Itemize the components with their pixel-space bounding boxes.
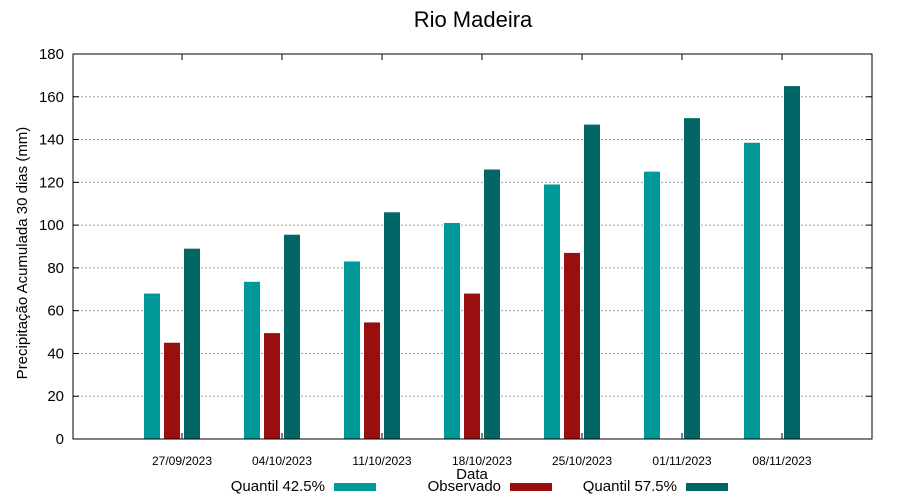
gridlines [73, 96, 872, 397]
bar-quantil-57-5-6 [784, 86, 800, 439]
bar-quantil-57-5-3 [484, 169, 500, 439]
x-axis-label: Data [456, 466, 488, 483]
y-tick-label: 180 [39, 46, 64, 63]
legend-swatch [686, 483, 728, 491]
y-tick-label: 120 [39, 174, 64, 191]
bar-observado-0 [164, 342, 180, 439]
x-tick-label: 27/09/2023 [152, 454, 212, 468]
x-tick-label: 01/11/2023 [652, 454, 711, 468]
bar-quantil-57-5-2 [384, 212, 400, 439]
plot-frame [72, 53, 873, 440]
bar-quantil-57-5-0 [184, 248, 200, 439]
bar-quantil-57-5-1 [284, 234, 300, 439]
x-tick-label: 04/10/2023 [252, 454, 312, 468]
bar-quantil-42-5-5 [644, 171, 660, 439]
y-tick-label: 40 [47, 345, 64, 362]
bar-quantil-42-5-6 [744, 142, 760, 439]
legend-label: Quantil 57.5% [583, 478, 677, 495]
bar-quantil-42-5-1 [244, 281, 260, 439]
x-tick-label: 18/10/2023 [452, 454, 512, 468]
y-axis-ticks: 0 20 40 60 80 100 120 140 160 180 [39, 46, 872, 448]
legend-swatch [510, 483, 552, 491]
y-axis-label: Precipitação Acumulada 30 dias (mm) [14, 127, 31, 380]
chart-title: Rio Madeira [414, 7, 533, 32]
y-tick-label: 160 [39, 89, 64, 106]
y-tick-label: 60 [47, 303, 64, 320]
x-axis-ticks: 27/09/2023 04/10/2023 11/10/2023 18/10/2023… [152, 54, 812, 468]
x-tick-label: 11/10/2023 [352, 454, 411, 468]
y-tick-label: 0 [56, 431, 64, 448]
y-tick-label: 20 [47, 388, 64, 405]
bars [144, 86, 800, 440]
bar-quantil-57-5-4 [584, 124, 600, 439]
bar-quantil-42-5-2 [344, 261, 360, 439]
bar-observado-3 [464, 293, 480, 439]
legend-label: Observado [428, 478, 501, 495]
bar-quantil-57-5-5 [684, 118, 700, 440]
bar-quantil-42-5-4 [544, 184, 560, 439]
y-tick-label: 80 [47, 260, 64, 277]
legend-label: Quantil 42.5% [231, 478, 325, 495]
legend: Quantil 42.5% Observado Quantil 57.5% [231, 478, 728, 495]
legend-swatch [334, 483, 376, 491]
bar-observado-4 [564, 252, 580, 439]
x-tick-label: 08/11/2023 [752, 454, 811, 468]
x-tick-label: 25/10/2023 [552, 454, 612, 468]
y-tick-label: 100 [39, 217, 64, 234]
y-tick-label: 140 [39, 132, 64, 149]
bar-observado-1 [264, 333, 280, 439]
bar-observado-2 [364, 322, 380, 439]
bar-quantil-42-5-0 [144, 293, 160, 439]
bar-quantil-42-5-3 [444, 222, 460, 439]
